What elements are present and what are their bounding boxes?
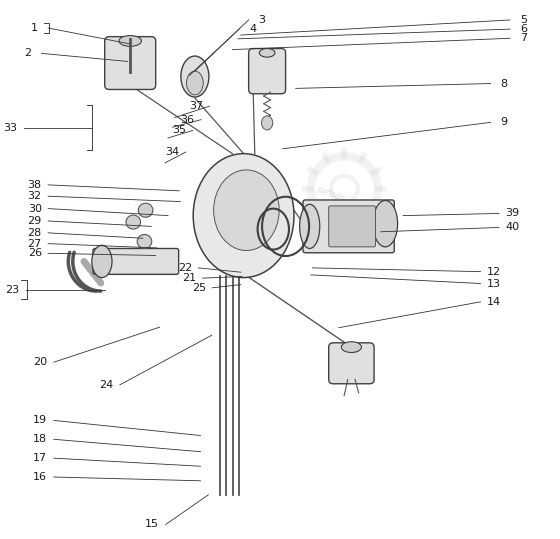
Ellipse shape (193, 154, 294, 278)
Text: 13: 13 (487, 279, 501, 288)
Text: 19: 19 (33, 416, 48, 425)
FancyBboxPatch shape (329, 206, 376, 247)
Text: 26: 26 (27, 248, 42, 258)
Ellipse shape (186, 71, 203, 95)
Text: 30: 30 (27, 204, 41, 213)
Text: 25: 25 (192, 283, 206, 293)
Text: 3: 3 (259, 15, 265, 25)
Ellipse shape (92, 245, 112, 278)
Text: 7: 7 (520, 33, 527, 43)
FancyBboxPatch shape (303, 200, 394, 253)
Text: 12: 12 (487, 267, 501, 277)
Text: 35: 35 (172, 126, 186, 135)
Text: 40: 40 (505, 223, 520, 232)
Text: 14: 14 (487, 297, 501, 307)
Text: .nl: .nl (355, 196, 367, 208)
FancyBboxPatch shape (93, 248, 179, 274)
Text: 34: 34 (165, 147, 180, 157)
Text: 15: 15 (146, 520, 160, 529)
Ellipse shape (341, 342, 362, 353)
Text: 21: 21 (182, 273, 197, 283)
Ellipse shape (300, 204, 320, 248)
Text: 37: 37 (189, 101, 203, 111)
Ellipse shape (262, 116, 273, 130)
Text: partsdp: partsdp (315, 185, 346, 203)
Text: 28: 28 (27, 228, 42, 238)
Ellipse shape (119, 36, 141, 46)
Text: 18: 18 (33, 434, 48, 444)
Text: 27: 27 (27, 239, 42, 248)
Text: 23: 23 (5, 285, 20, 295)
Text: 33: 33 (3, 123, 17, 133)
Text: 32: 32 (27, 191, 42, 201)
Text: 36: 36 (180, 115, 195, 125)
Text: 38: 38 (27, 180, 42, 190)
Text: 16: 16 (34, 472, 47, 482)
Text: 20: 20 (33, 357, 48, 367)
Text: 17: 17 (33, 453, 48, 463)
FancyBboxPatch shape (329, 343, 374, 384)
Ellipse shape (181, 56, 209, 97)
Ellipse shape (373, 201, 398, 247)
Text: 39: 39 (505, 209, 520, 218)
Text: 1: 1 (31, 23, 38, 33)
Ellipse shape (126, 215, 141, 229)
Ellipse shape (259, 49, 275, 57)
Text: 22: 22 (178, 263, 192, 273)
Text: 4: 4 (250, 24, 256, 33)
Ellipse shape (137, 234, 152, 248)
Text: 9: 9 (501, 118, 507, 127)
FancyBboxPatch shape (249, 49, 286, 94)
Ellipse shape (214, 170, 279, 251)
FancyBboxPatch shape (105, 37, 156, 89)
Text: 2: 2 (25, 49, 31, 58)
Text: 5: 5 (520, 15, 527, 25)
Text: 6: 6 (520, 24, 527, 34)
Text: 24: 24 (99, 380, 114, 390)
Text: 8: 8 (501, 79, 507, 88)
Ellipse shape (138, 203, 153, 217)
Text: 29: 29 (27, 216, 42, 226)
